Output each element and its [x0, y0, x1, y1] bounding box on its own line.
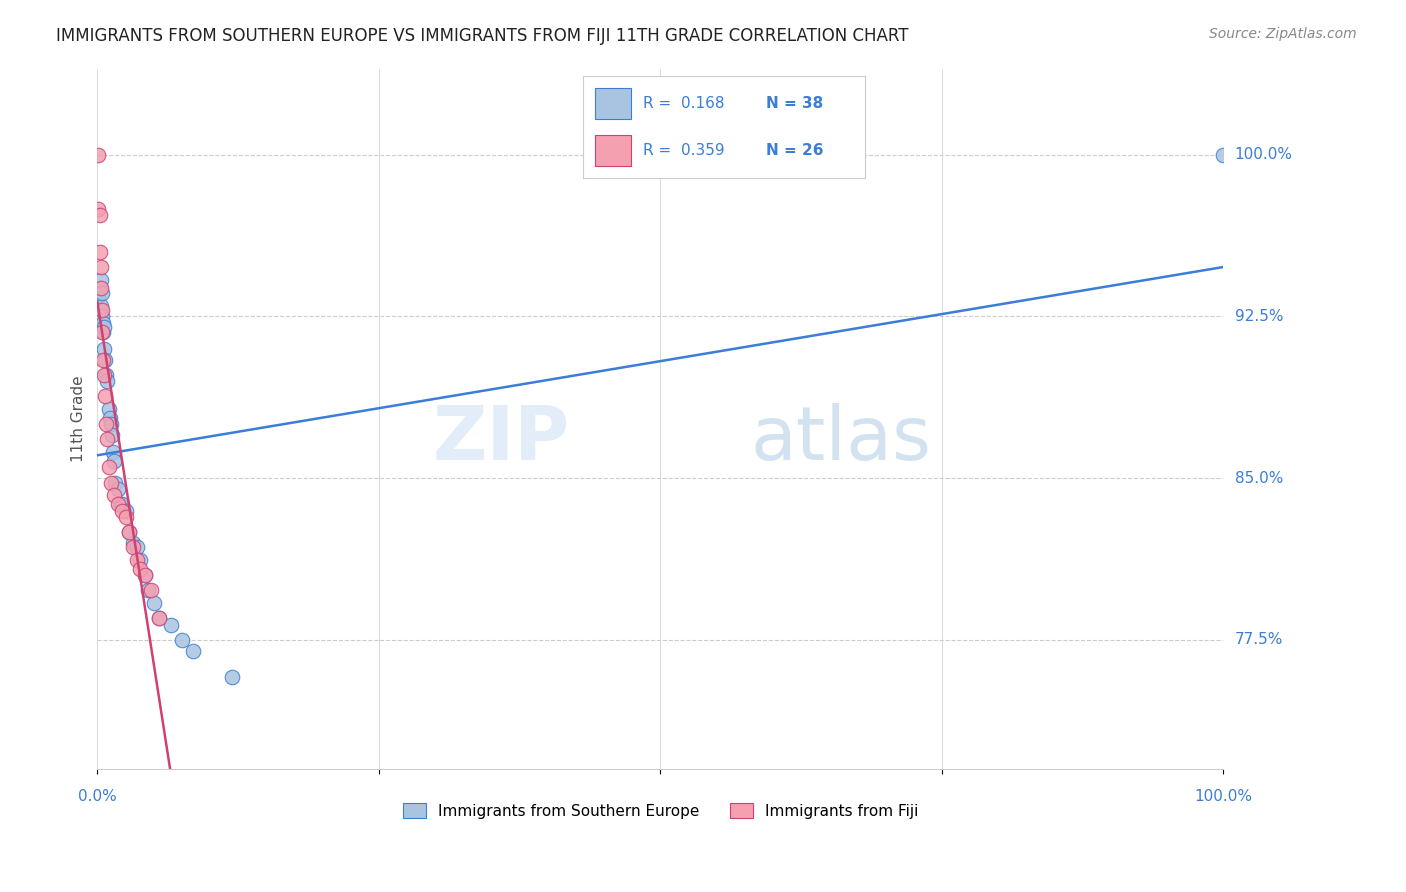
Point	[107, 497, 129, 511]
Point	[94, 352, 117, 367]
Text: 85.0%: 85.0%	[1234, 471, 1282, 486]
Point	[87, 288, 110, 302]
Point	[104, 475, 127, 490]
Text: 92.5%: 92.5%	[1234, 309, 1284, 324]
Point	[125, 553, 148, 567]
Point	[96, 374, 118, 388]
Point	[89, 303, 111, 318]
Point	[93, 342, 115, 356]
Text: R =  0.168: R = 0.168	[643, 96, 724, 111]
Point	[89, 244, 111, 259]
Point	[221, 670, 243, 684]
Point	[142, 596, 165, 610]
Point	[103, 488, 125, 502]
Point	[90, 303, 112, 318]
Point	[90, 310, 112, 324]
Point	[170, 632, 193, 647]
Point	[141, 583, 163, 598]
Point	[1212, 148, 1234, 162]
Text: ZIP: ZIP	[433, 403, 571, 476]
Point	[89, 208, 111, 222]
Point	[148, 611, 170, 625]
Point	[91, 352, 114, 367]
Point	[148, 611, 170, 625]
Point	[107, 482, 129, 496]
Text: N = 38: N = 38	[766, 96, 824, 111]
Point	[114, 503, 136, 517]
Point	[98, 410, 121, 425]
Point	[181, 643, 204, 657]
Point	[136, 583, 159, 598]
Point	[97, 402, 120, 417]
Text: N = 26: N = 26	[766, 144, 824, 158]
Text: 100.0%: 100.0%	[1234, 147, 1292, 162]
Point	[118, 525, 141, 540]
Legend: Immigrants from Southern Europe, Immigrants from Fiji: Immigrants from Southern Europe, Immigra…	[396, 797, 924, 825]
Bar	[595, 88, 631, 119]
Point	[90, 260, 112, 274]
Point	[114, 510, 136, 524]
Point	[87, 202, 110, 216]
Point	[91, 325, 114, 339]
Point	[129, 562, 152, 576]
Point	[93, 368, 115, 382]
Point	[100, 475, 122, 490]
Text: 0.0%: 0.0%	[77, 789, 117, 804]
Text: 100.0%: 100.0%	[1195, 789, 1253, 804]
Point	[96, 368, 118, 382]
Point	[159, 617, 181, 632]
Text: atlas: atlas	[751, 403, 932, 476]
Point	[89, 281, 111, 295]
Point	[90, 299, 112, 313]
Text: IMMIGRANTS FROM SOUTHERN EUROPE VS IMMIGRANTS FROM FIJI 11TH GRADE CORRELATION C: IMMIGRANTS FROM SOUTHERN EUROPE VS IMMIG…	[56, 27, 908, 45]
Point	[90, 281, 112, 295]
Point	[101, 445, 124, 459]
Point	[129, 553, 152, 567]
Point	[134, 568, 156, 582]
Point	[90, 273, 112, 287]
Text: R =  0.359: R = 0.359	[643, 144, 724, 158]
Text: Source: ZipAtlas.com: Source: ZipAtlas.com	[1209, 27, 1357, 41]
Point	[111, 503, 134, 517]
Point	[96, 417, 118, 432]
Point	[118, 525, 141, 540]
Point	[108, 497, 131, 511]
Point	[100, 417, 122, 432]
Point	[101, 428, 124, 442]
Point	[122, 536, 145, 550]
Point	[90, 285, 112, 300]
Y-axis label: 11th Grade: 11th Grade	[72, 376, 86, 462]
Text: 77.5%: 77.5%	[1234, 632, 1282, 648]
Bar	[595, 136, 631, 166]
Point	[97, 460, 120, 475]
Point	[122, 540, 145, 554]
Point	[94, 389, 117, 403]
Point	[125, 540, 148, 554]
Point	[96, 433, 118, 447]
Point	[90, 325, 112, 339]
Point	[93, 320, 115, 334]
Point	[91, 316, 114, 330]
Point	[134, 568, 156, 582]
Point	[87, 148, 110, 162]
Point	[103, 454, 125, 468]
Point	[111, 497, 134, 511]
